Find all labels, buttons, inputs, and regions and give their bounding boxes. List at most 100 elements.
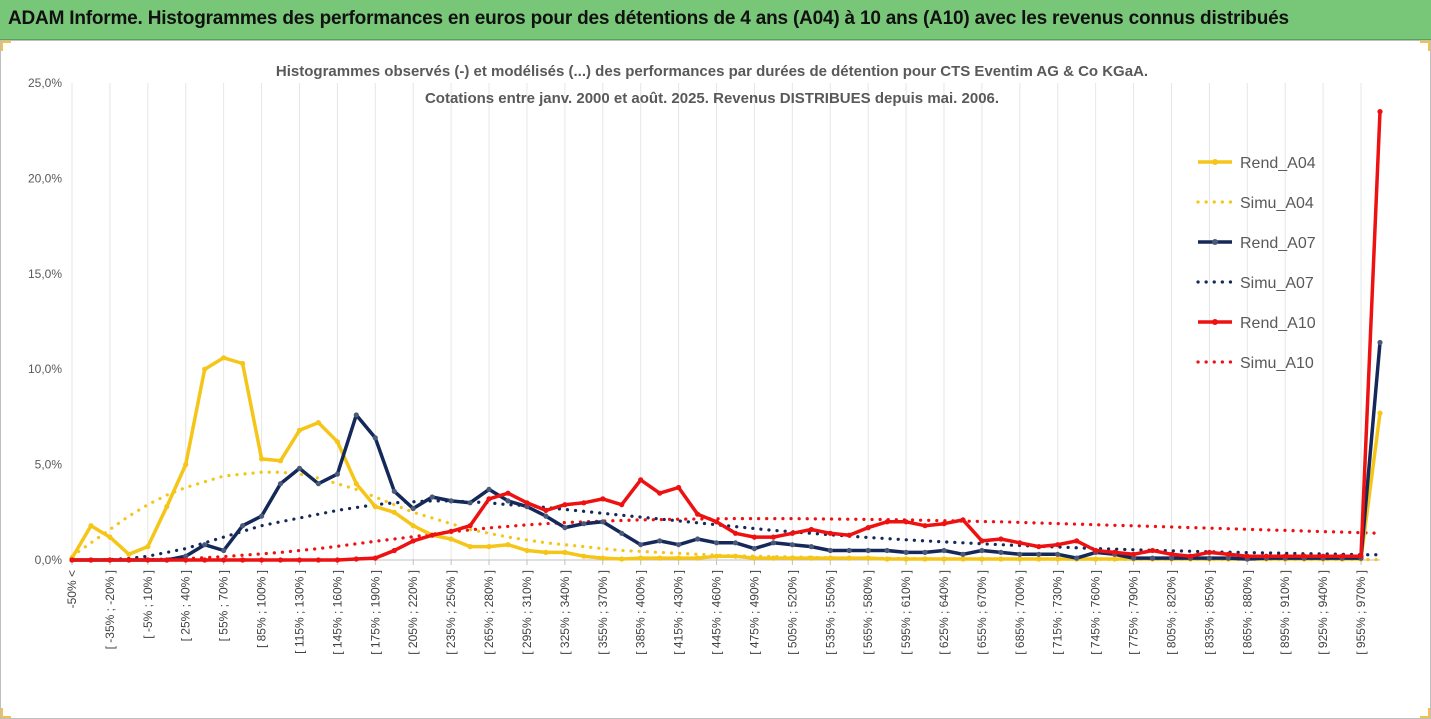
- data-point-rend-a04: [391, 509, 397, 515]
- data-point-rend-a07: [732, 540, 739, 546]
- data-point-rend-a04: [846, 555, 852, 561]
- data-point-rend-a10: [1187, 553, 1193, 559]
- data-point-rend-a10: [1131, 551, 1137, 557]
- data-point-rend-a10: [1358, 553, 1364, 559]
- data-point-rend-a10: [922, 523, 928, 529]
- corner-handle-bottom-left[interactable]: [1, 708, 11, 718]
- data-point-rend-a10: [240, 557, 246, 563]
- data-point-rend-a10: [524, 500, 530, 506]
- data-point-rend-a07: [1074, 555, 1080, 561]
- data-point-rend-a07: [865, 547, 871, 554]
- data-point-rend-a10: [1149, 547, 1156, 554]
- chart-title-line1: Histogrammes observés (-) et modélisés (…: [276, 63, 1148, 80]
- data-point-rend-a07: [638, 542, 644, 548]
- data-point-rend-a07: [543, 513, 549, 519]
- data-point-rend-a10: [657, 490, 663, 496]
- series-line-rend-a10: [72, 111, 1382, 562]
- data-point-rend-a07: [979, 547, 985, 554]
- data-point-rend-a10: [221, 557, 227, 563]
- x-tick-label: [ 655% ; 670% ]: [975, 570, 989, 655]
- x-tick-label: [ 745% ; 760% ]: [1089, 570, 1103, 655]
- data-point-rend-a07: [695, 536, 701, 542]
- x-tick-label: [ 325% ; 340% ]: [558, 570, 572, 655]
- data-point-rend-a10: [884, 519, 890, 525]
- legend-label-rend-a07: Rend_A07: [1240, 235, 1316, 252]
- data-point-rend-a10: [1206, 549, 1212, 556]
- x-tick-label: [ 445% ; 460% ]: [710, 570, 724, 655]
- data-point-rend-a10: [277, 557, 284, 563]
- data-point-rend-a07: [486, 486, 492, 492]
- data-point-rend-a10: [600, 496, 606, 502]
- y-tick-label: 20,0%: [28, 171, 62, 185]
- data-point-rend-a04: [183, 462, 189, 468]
- data-point-rend-a04: [524, 547, 530, 554]
- x-tick-label: [ 685% ; 700% ]: [1013, 570, 1027, 655]
- corner-handle-bottom-right[interactable]: [1420, 708, 1430, 718]
- corner-handle-top-right[interactable]: [1420, 41, 1430, 51]
- data-point-rend-a07: [448, 498, 454, 504]
- data-point-rend-a04: [979, 556, 985, 562]
- legend-marker-rend-a07: [1212, 239, 1218, 245]
- data-point-rend-a04: [657, 555, 663, 561]
- y-tick-label: 10,0%: [28, 362, 62, 376]
- data-point-rend-a04: [600, 555, 606, 561]
- data-point-rend-a07: [1149, 555, 1156, 561]
- data-point-rend-a04: [467, 544, 473, 550]
- data-point-rend-a10: [1225, 551, 1231, 557]
- data-point-rend-a10: [543, 507, 549, 513]
- series-line-simu-a10: [70, 516, 1382, 562]
- x-tick-label: [ 805% ; 820% ]: [1164, 570, 1178, 655]
- data-point-rend-a10: [1093, 547, 1099, 554]
- data-point-rend-a07: [1377, 339, 1383, 346]
- page-title: ADAM Informe. Histogrammes des performan…: [8, 8, 1289, 29]
- data-point-rend-a04: [107, 534, 113, 540]
- data-point-rend-a10: [88, 557, 94, 563]
- data-point-rend-a10: [448, 528, 454, 535]
- data-point-rend-a10: [296, 557, 303, 563]
- x-tick-label: [ 145% ; 160% ]: [330, 570, 344, 655]
- data-point-rend-a04: [1377, 410, 1383, 416]
- x-tick-label: [ 955% ; 970% ]: [1354, 570, 1368, 655]
- data-point-rend-a04: [941, 556, 947, 562]
- data-point-rend-a04: [486, 544, 492, 550]
- y-tick-label: 5,0%: [35, 458, 63, 472]
- data-point-rend-a04: [277, 458, 284, 464]
- x-tick-label: [ 385% ; 400% ]: [634, 570, 648, 655]
- x-tick-label: [ 415% ; 430% ]: [672, 570, 686, 655]
- y-tick-label: 0,0%: [35, 553, 63, 567]
- data-point-rend-a07: [353, 412, 359, 418]
- x-tick-label: [ -35% ; -20% ]: [103, 570, 117, 649]
- data-point-rend-a07: [1168, 555, 1175, 561]
- data-point-rend-a04: [581, 553, 587, 559]
- corner-handle-top-left[interactable]: [1, 41, 11, 51]
- data-point-rend-a10: [770, 534, 777, 540]
- y-axis-ticks: 0,0% 5,0% 10,0% 15,0% 20,0% 25,0%: [28, 76, 62, 567]
- data-point-rend-a04: [865, 555, 871, 561]
- data-point-rend-a07: [315, 481, 321, 487]
- data-point-rend-a10: [581, 500, 587, 506]
- data-point-rend-a10: [960, 517, 966, 523]
- data-point-rend-a04: [1017, 556, 1023, 562]
- data-point-rend-a10: [1074, 538, 1080, 544]
- data-point-rend-a04: [126, 551, 132, 557]
- data-point-rend-a10: [126, 557, 132, 563]
- data-point-rend-a10: [789, 530, 795, 536]
- data-point-rend-a10: [107, 557, 113, 563]
- data-point-rend-a07: [751, 546, 758, 552]
- data-point-rend-a07: [619, 530, 625, 536]
- data-point-rend-a04: [353, 481, 359, 487]
- data-point-rend-a04: [998, 556, 1004, 562]
- data-point-rend-a04: [827, 555, 833, 561]
- series-line-simu-a04: [70, 470, 1382, 562]
- x-tick-label: [ 865% ; 880% ]: [1240, 570, 1254, 655]
- data-point-rend-a04: [676, 555, 682, 561]
- data-point-rend-a04: [732, 553, 739, 559]
- data-point-rend-a07: [372, 435, 378, 441]
- data-point-rend-a07: [713, 540, 720, 546]
- data-point-rend-a07: [1036, 551, 1042, 557]
- data-point-rend-a04: [789, 555, 795, 561]
- data-point-rend-a10: [1339, 553, 1345, 559]
- data-point-rend-a07: [1055, 551, 1061, 557]
- data-point-rend-a07: [505, 498, 511, 504]
